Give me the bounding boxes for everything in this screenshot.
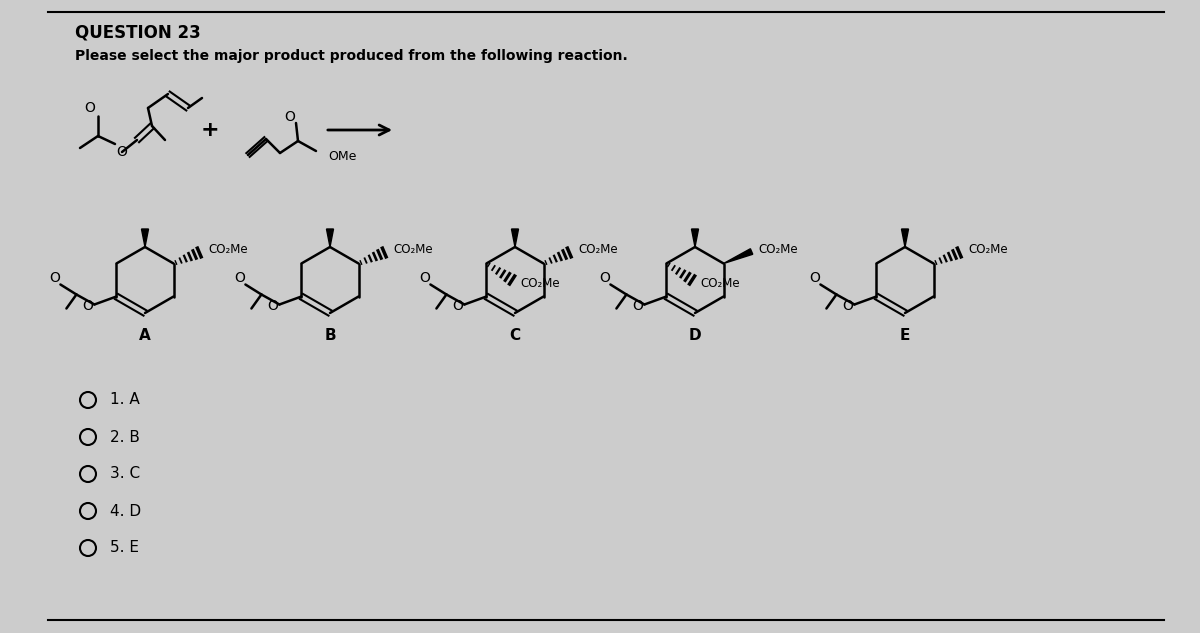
Text: 4. D: 4. D	[110, 503, 142, 518]
Text: O: O	[599, 272, 610, 285]
Text: OMe: OMe	[328, 151, 356, 163]
Text: O: O	[419, 272, 430, 285]
Text: O: O	[842, 299, 853, 313]
Text: 3. C: 3. C	[110, 467, 140, 482]
Text: E: E	[900, 327, 910, 342]
Text: A: A	[139, 327, 151, 342]
Text: O: O	[116, 145, 127, 159]
Text: CO₂Me: CO₂Me	[394, 243, 433, 256]
Text: 5. E: 5. E	[110, 541, 139, 556]
Text: Please select the major product produced from the following reaction.: Please select the major product produced…	[74, 49, 628, 63]
Text: O: O	[284, 110, 295, 124]
Text: QUESTION 23: QUESTION 23	[74, 23, 200, 41]
Polygon shape	[724, 249, 752, 263]
Text: CO₂Me: CO₂Me	[758, 243, 798, 256]
Text: CO₂Me: CO₂Me	[521, 277, 560, 290]
Text: O: O	[452, 299, 463, 313]
Text: 1. A: 1. A	[110, 392, 139, 408]
Text: CO₂Me: CO₂Me	[578, 243, 618, 256]
Text: C: C	[510, 327, 521, 342]
Text: B: B	[324, 327, 336, 342]
Polygon shape	[142, 229, 149, 247]
Text: CO₂Me: CO₂Me	[209, 243, 248, 256]
Polygon shape	[691, 229, 698, 247]
Text: O: O	[49, 272, 60, 285]
Text: O: O	[809, 272, 820, 285]
Polygon shape	[901, 229, 908, 247]
Text: CO₂Me: CO₂Me	[968, 243, 1008, 256]
Polygon shape	[326, 229, 334, 247]
Polygon shape	[511, 229, 518, 247]
Text: O: O	[266, 299, 278, 313]
Text: CO₂Me: CO₂Me	[701, 277, 740, 290]
Text: O: O	[84, 101, 96, 115]
Text: 2. B: 2. B	[110, 430, 140, 444]
Text: +: +	[200, 120, 220, 140]
Text: O: O	[234, 272, 245, 285]
Text: O: O	[82, 299, 92, 313]
Text: D: D	[689, 327, 701, 342]
Text: O: O	[632, 299, 643, 313]
